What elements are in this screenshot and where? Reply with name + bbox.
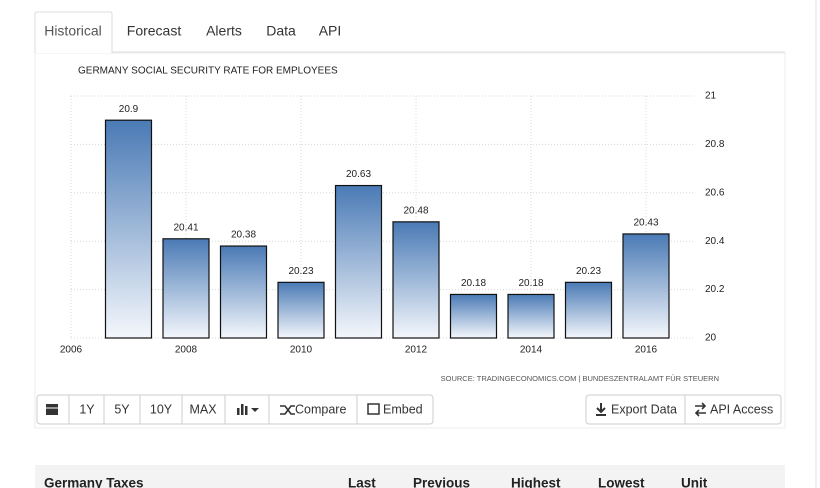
column-header: Unit (681, 476, 708, 488)
range-button[interactable]: 1Y (79, 402, 95, 416)
x-tick-label: 2010 (290, 345, 313, 356)
bar (564, 281, 613, 339)
y-tick-label: 20.2 (705, 284, 725, 295)
table-header-bg (35, 465, 785, 488)
export-button[interactable]: Export Data (611, 402, 677, 416)
tab-label: Forecast (127, 23, 182, 39)
table-title: Germany Taxes (44, 476, 144, 488)
embed-button[interactable]: Embed (383, 402, 423, 416)
bar (162, 238, 210, 339)
y-tick-label: 20.4 (705, 236, 725, 247)
x-tick-label: 2008 (175, 345, 198, 356)
column-header: Last (348, 476, 376, 488)
caret-icon (251, 408, 259, 412)
range-button-group (36, 394, 434, 425)
column-header: Previous (413, 476, 470, 488)
x-tick-label: 2016 (635, 345, 658, 356)
bar (392, 221, 440, 339)
bar (334, 184, 383, 339)
download-icon (596, 403, 606, 416)
data-label: 20.41 (173, 222, 198, 233)
column-header: Highest (511, 476, 561, 488)
tab[interactable]: Historical (34, 11, 113, 53)
api-button[interactable]: API Access (710, 402, 773, 416)
tab[interactable]: Forecast (127, 23, 182, 39)
calendar-button[interactable] (46, 404, 58, 415)
y-tick-label: 20.8 (705, 139, 725, 150)
tab-label: Data (266, 23, 296, 39)
calendar-icon (46, 404, 58, 415)
export-button-group (585, 394, 782, 425)
bar (219, 245, 268, 339)
data-label: 20.9 (119, 104, 139, 115)
chart-icon-bar (245, 406, 248, 415)
bar (277, 281, 325, 339)
x-tick-label: 2012 (405, 345, 428, 356)
data-label: 20.48 (403, 205, 428, 216)
data-label: 20.63 (346, 169, 371, 180)
x-tick-label: 2006 (60, 345, 83, 356)
data-label: 20.43 (633, 218, 658, 229)
bar (507, 293, 555, 339)
tab[interactable]: Alerts (206, 23, 242, 39)
bar (104, 119, 153, 339)
toolbar: 1Y 5Y 10Y MAX Compare Embed Export Data API Acc… (36, 394, 782, 425)
data-label: 20.18 (461, 278, 486, 289)
bar (449, 293, 498, 339)
tab[interactable]: Data (266, 23, 296, 39)
chart-title: GERMANY SOCIAL SECURITY RATE FOR EMPLOYE… (78, 66, 338, 77)
range-button[interactable]: 5Y (114, 402, 130, 416)
chart-type-button[interactable] (237, 404, 259, 415)
bar (622, 233, 670, 339)
taxes-table: Germany Taxes Last Previous Highest Lowest Un… (35, 465, 785, 488)
compare-button[interactable]: Compare (295, 402, 346, 416)
data-label: 20.23 (576, 266, 601, 277)
source-note: SOURCE: TRADINGECONOMICS.COM | BUNDESZEN… (441, 374, 719, 383)
tab-label: Alerts (206, 23, 242, 39)
active-tab-border (34, 11, 113, 53)
range-button[interactable]: MAX (189, 402, 217, 416)
api-icon (694, 402, 707, 417)
y-tick-label: 21 (705, 91, 717, 102)
tab[interactable]: API (319, 23, 342, 39)
y-tick-label: 20.6 (705, 187, 725, 198)
data-label: 20.23 (288, 266, 313, 277)
tab-label: API (319, 23, 342, 39)
column-header: Lowest (598, 476, 645, 488)
chart: GERMANY SOCIAL SECURITY RATE FOR EMPLOYE… (60, 66, 725, 383)
chart-icon-bar (237, 408, 240, 415)
embed-icon (367, 403, 380, 415)
data-label: 20.38 (231, 230, 256, 241)
tab-bar: Historical Forecast Alerts Data API (34, 11, 342, 53)
chart-icon-bar (241, 404, 244, 415)
compare-icon (280, 405, 295, 415)
x-tick-label: 2014 (520, 345, 543, 356)
tab-label: Historical (44, 23, 102, 39)
data-label: 20.18 (518, 278, 543, 289)
y-tick-label: 20 (705, 333, 717, 344)
range-button[interactable]: 10Y (150, 402, 173, 416)
